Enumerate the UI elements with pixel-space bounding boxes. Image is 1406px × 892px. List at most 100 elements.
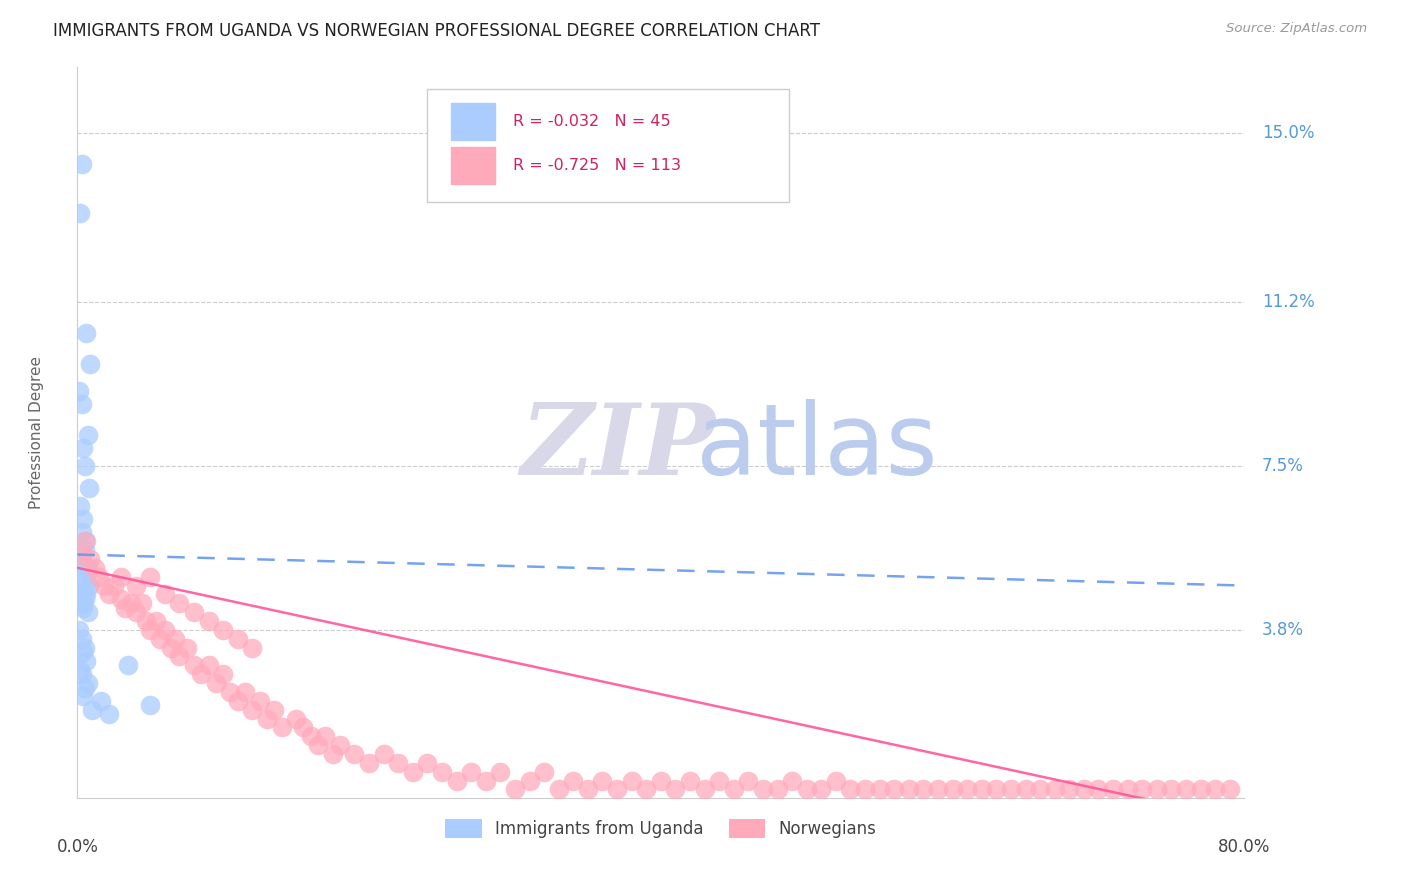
Point [205, 676, 228, 690]
Point [75, 654, 97, 668]
Point [796, 782, 818, 797]
Point [124, 605, 148, 619]
Point [249, 694, 271, 708]
Point [176, 640, 198, 655]
Point [169, 649, 191, 664]
Text: 7.5%: 7.5% [1261, 457, 1303, 475]
Point [357, 756, 380, 770]
Point [292, 720, 315, 734]
Point [73, 591, 96, 606]
Text: Source: ZipAtlas.com: Source: ZipAtlas.com [1226, 22, 1367, 36]
Point [76, 561, 98, 575]
Point [387, 756, 409, 770]
Point [519, 773, 541, 788]
Point [76, 605, 98, 619]
Point [446, 773, 468, 788]
Point [124, 578, 148, 592]
Text: 11.2%: 11.2% [1261, 293, 1315, 310]
Point [153, 623, 176, 637]
Point [307, 738, 329, 752]
Point [114, 600, 136, 615]
Point [1014, 782, 1036, 797]
Point [606, 782, 628, 797]
Point [197, 658, 219, 673]
Point [72, 596, 94, 610]
Point [1146, 782, 1168, 797]
Point [165, 632, 187, 646]
Point [592, 773, 614, 788]
Point [562, 773, 585, 788]
Point [883, 782, 905, 797]
Point [986, 782, 1008, 797]
Point [72, 582, 94, 597]
Point [110, 570, 132, 584]
FancyBboxPatch shape [427, 89, 789, 202]
Bar [451, 103, 495, 140]
Point [69, 499, 91, 513]
Point [285, 712, 308, 726]
Point [810, 782, 832, 797]
Text: IMMIGRANTS FROM UGANDA VS NORWEGIAN PROFESSIONAL DEGREE CORRELATION CHART: IMMIGRANTS FROM UGANDA VS NORWEGIAN PROF… [53, 22, 821, 40]
Point [69, 557, 91, 571]
Point [139, 570, 162, 584]
Point [212, 667, 235, 681]
Point [240, 640, 263, 655]
Point [70, 574, 93, 588]
Point [1029, 782, 1052, 797]
Point [430, 764, 453, 779]
Point [402, 764, 425, 779]
Point [460, 764, 482, 779]
Point [219, 685, 242, 699]
Point [636, 782, 658, 797]
Point [475, 773, 498, 788]
Point [153, 587, 176, 601]
Point [72, 600, 94, 615]
Point [90, 694, 112, 708]
Point [70, 667, 93, 681]
Point [664, 782, 686, 797]
Point [1116, 782, 1139, 797]
Point [212, 623, 235, 637]
Point [1057, 782, 1080, 797]
Point [240, 703, 263, 717]
Point [183, 658, 205, 673]
Point [1000, 782, 1022, 797]
Point [110, 591, 132, 606]
Point [723, 782, 745, 797]
Point [77, 481, 100, 495]
Point [76, 676, 98, 690]
Point [70, 525, 93, 540]
Point [416, 756, 439, 770]
Point [70, 596, 93, 610]
Point [927, 782, 949, 797]
Point [117, 658, 139, 673]
Point [824, 773, 846, 788]
Point [650, 773, 672, 788]
Point [79, 357, 101, 371]
Point [853, 782, 876, 797]
Point [329, 738, 352, 752]
Point [256, 712, 278, 726]
Point [70, 397, 93, 411]
Point [226, 694, 249, 708]
Point [131, 596, 153, 610]
Point [869, 782, 891, 797]
Point [233, 685, 256, 699]
Point [1174, 782, 1197, 797]
Point [263, 703, 285, 717]
Legend: Immigrants from Uganda, Norwegians: Immigrants from Uganda, Norwegians [439, 813, 883, 845]
Point [139, 623, 162, 637]
Point [1204, 782, 1226, 797]
Point [75, 534, 97, 549]
Point [503, 782, 526, 797]
Point [576, 782, 599, 797]
Point [135, 614, 157, 628]
Point [912, 782, 935, 797]
Text: 0.0%: 0.0% [56, 838, 98, 856]
Point [73, 640, 96, 655]
Point [67, 384, 90, 398]
Point [197, 614, 219, 628]
Point [1073, 782, 1095, 797]
Point [1102, 782, 1125, 797]
Point [547, 782, 569, 797]
